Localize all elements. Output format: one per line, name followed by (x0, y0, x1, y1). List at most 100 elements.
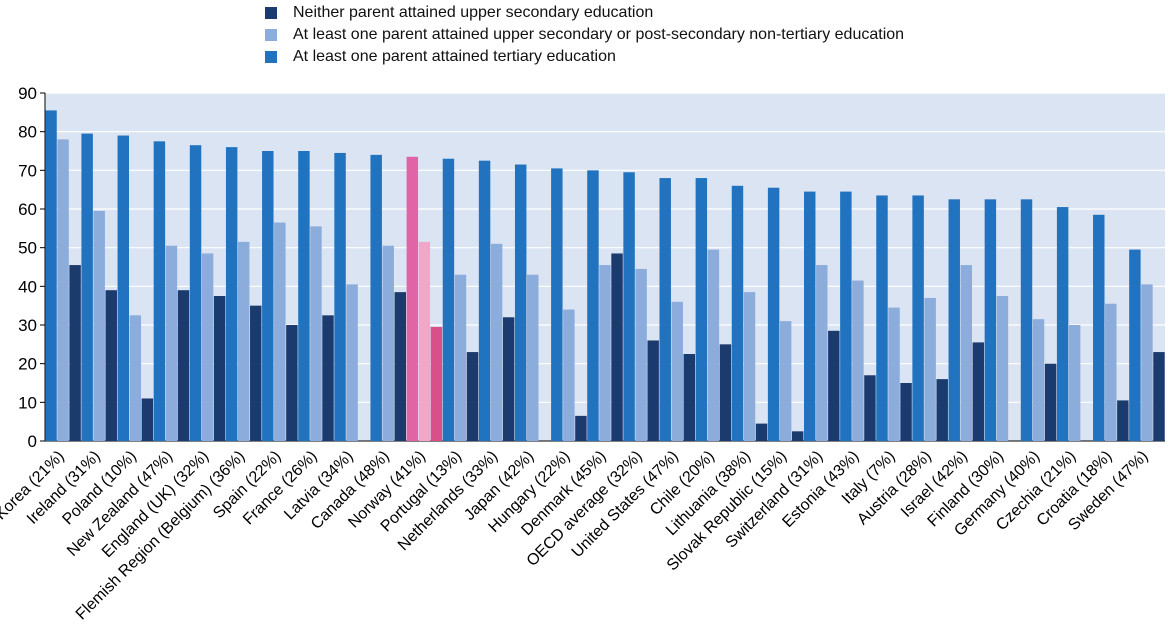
y-tick-label: 70 (18, 161, 37, 180)
bar-neither (213, 296, 226, 441)
bar-group (659, 178, 696, 442)
bar-neither (1153, 352, 1165, 441)
bar-tertiary (659, 178, 671, 442)
bar-tertiary (406, 156, 419, 442)
bar-tertiary (984, 199, 997, 441)
legend-item-neither: Neither parent attained upper secondary … (265, 2, 904, 24)
bar-tertiary (370, 154, 382, 441)
bar-neither (250, 305, 262, 441)
bar-neither (177, 290, 190, 441)
legend-swatch-upper-secondary (265, 29, 277, 41)
bar-upper-secondary (93, 210, 105, 441)
bar-tertiary (731, 185, 744, 441)
bar-upper-secondary (779, 321, 792, 441)
bar-group (767, 187, 804, 441)
bar-upper-secondary (635, 268, 647, 441)
y-tick-label: 30 (18, 316, 37, 335)
y-tick-label: 80 (18, 123, 37, 142)
y-tick-label: 60 (18, 200, 37, 219)
bar-upper-secondary (924, 297, 936, 441)
y-tick-label: 0 (28, 432, 37, 451)
bar-upper-secondary (1032, 319, 1045, 441)
bar-upper-secondary (1105, 303, 1117, 441)
bar-group (45, 110, 81, 442)
bar-tertiary (225, 147, 238, 441)
legend-item-upper-secondary: At least one parent attained upper secon… (265, 24, 904, 46)
bar-upper-secondary (743, 292, 756, 441)
bar-group (370, 154, 406, 441)
bar-group (984, 199, 1009, 441)
bar-upper-secondary (57, 139, 69, 441)
bar-tertiary (1129, 249, 1141, 441)
bar-upper-secondary (382, 245, 394, 441)
bar-group (478, 160, 515, 441)
bar-upper-secondary (1068, 325, 1081, 441)
legend-swatch-tertiary (265, 51, 277, 63)
legend-label-neither: Neither parent attained upper secondary … (293, 4, 654, 21)
bar-neither (141, 398, 154, 441)
bar-tertiary (117, 135, 130, 442)
bar-neither (755, 423, 768, 441)
bar-tertiary (767, 187, 780, 441)
bar-tertiary (1020, 199, 1033, 441)
legend: Neither parent attained upper secondary … (265, 2, 904, 68)
bar-tertiary (551, 168, 563, 441)
bar-group (189, 145, 226, 441)
bar-neither (575, 415, 587, 441)
bar-group (406, 156, 443, 442)
bar-tertiary (298, 151, 310, 441)
bar-group (153, 141, 190, 442)
bar-upper-secondary (310, 226, 322, 441)
bar-group (948, 199, 985, 441)
bar-tertiary (442, 158, 455, 441)
bar-neither (719, 344, 732, 441)
bar-neither (394, 292, 406, 441)
legend-label-upper-secondary: At least one parent attained upper secon… (293, 26, 905, 43)
bar-upper-secondary (996, 296, 1009, 441)
bar-group (334, 152, 358, 441)
y-tick-label: 90 (18, 84, 37, 103)
legend-item-tertiary: At least one parent attained tertiary ed… (265, 46, 904, 68)
bar-neither (828, 330, 840, 441)
bar-upper-secondary (888, 307, 900, 441)
y-tick-label: 50 (18, 239, 37, 258)
bar-upper-secondary (816, 265, 828, 441)
bar-upper-secondary (960, 265, 973, 441)
bar-neither (683, 354, 696, 441)
bar-neither (791, 431, 804, 441)
bar-upper-secondary (454, 274, 467, 441)
bar-upper-secondary (165, 245, 178, 441)
bar-neither (466, 352, 479, 441)
bar-tertiary (81, 133, 93, 441)
bar-tertiary (334, 152, 346, 441)
bar-upper-secondary (707, 249, 720, 441)
legend-swatch-neither (265, 7, 277, 19)
bar-group (876, 195, 912, 441)
bar-upper-secondary (129, 315, 142, 441)
bar-tertiary (262, 151, 274, 441)
bar-tertiary (948, 199, 960, 441)
bar-neither (502, 317, 515, 441)
bar-tertiary (695, 178, 708, 442)
y-tick-label: 10 (18, 393, 37, 412)
bar-neither (69, 265, 81, 441)
bar-tertiary (876, 195, 888, 441)
bar-upper-secondary (237, 241, 250, 441)
bar-group (1020, 199, 1057, 441)
bar-tertiary (1093, 214, 1105, 441)
bar-tertiary (514, 164, 527, 442)
bar-tertiary (189, 145, 202, 441)
bar-upper-secondary (274, 222, 286, 441)
bar-tertiary (45, 110, 57, 442)
bar-upper-secondary (599, 265, 611, 441)
bar-group (514, 164, 539, 442)
bar-group (81, 133, 117, 441)
bar-group (442, 158, 479, 441)
bar-upper-secondary (490, 243, 503, 441)
bar-neither (611, 253, 623, 441)
bar-neither (972, 342, 985, 441)
bar-neither (1044, 363, 1057, 441)
bar-tertiary (623, 172, 635, 441)
bar-upper-secondary (563, 309, 575, 441)
